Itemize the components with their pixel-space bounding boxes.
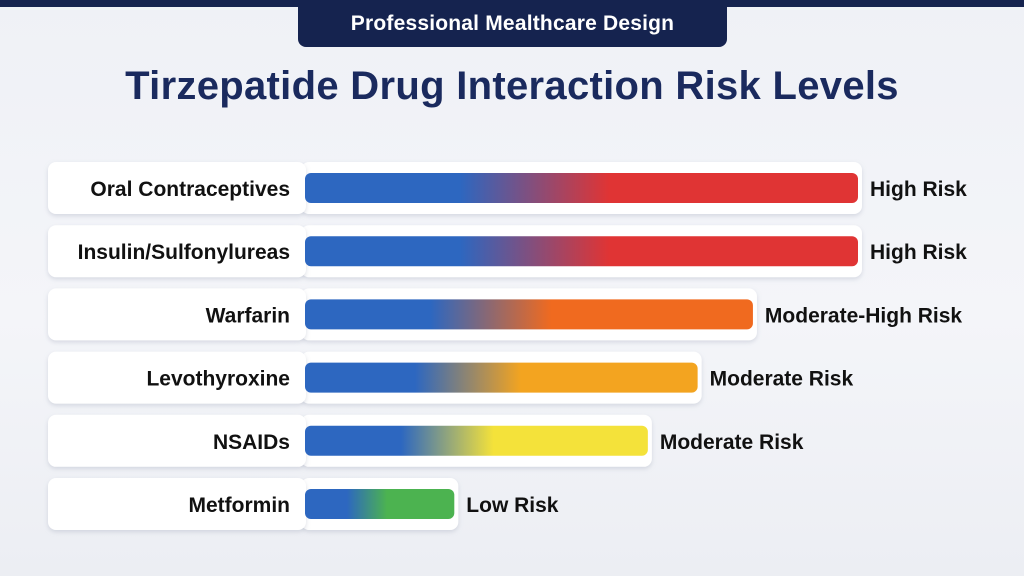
label-card <box>48 351 306 404</box>
bar-metformin <box>305 489 455 519</box>
risk-label: Moderate-High Risk <box>765 304 963 327</box>
chart-rows: Oral Contraceptives High RiskInsulin/Sulf… <box>48 162 967 530</box>
risk-label: Moderate Risk <box>710 368 854 391</box>
chart-row-nsaids: NSAIDs Moderate Risk <box>48 414 804 467</box>
category-label: Insulin/Sulfonylureas <box>78 241 290 264</box>
risk-label: High Risk <box>870 178 967 201</box>
chart-row-insulin-sulfonylureas: Insulin/Sulfonylureas High Risk <box>48 225 967 278</box>
header-banner: Professional Mealthcare Design <box>298 0 727 47</box>
bar-levothyroxine <box>305 362 698 393</box>
label-card <box>48 414 306 467</box>
category-label: Oral Contraceptives <box>90 178 290 201</box>
label-card <box>48 478 306 530</box>
bar-nsaids <box>305 425 648 456</box>
risk-label: High Risk <box>870 241 967 264</box>
chart-title: Tirzepatide Drug Interaction Risk Levels <box>125 64 899 108</box>
bar-oral-contraceptives <box>305 173 858 203</box>
category-label: Levothyroxine <box>146 368 290 391</box>
bar-warfarin <box>305 299 753 330</box>
label-card <box>48 162 306 214</box>
chart-row-metformin: Metformin Low Risk <box>48 478 559 530</box>
category-label: Warfarin <box>206 304 290 327</box>
category-label: Metformin <box>189 494 291 517</box>
chart-row-warfarin: Warfarin Moderate-High Risk <box>48 288 963 341</box>
risk-label: Low Risk <box>466 494 559 517</box>
chart-row-levothyroxine: Levothyroxine Moderate Risk <box>48 351 854 404</box>
risk-label: Moderate Risk <box>660 431 804 454</box>
chart-row-oral-contraceptives: Oral Contraceptives High Risk <box>48 162 967 214</box>
label-card <box>48 225 306 278</box>
bar-insulin-sulfonylureas <box>305 236 858 267</box>
category-label: NSAIDs <box>213 431 290 454</box>
label-card <box>48 288 306 341</box>
